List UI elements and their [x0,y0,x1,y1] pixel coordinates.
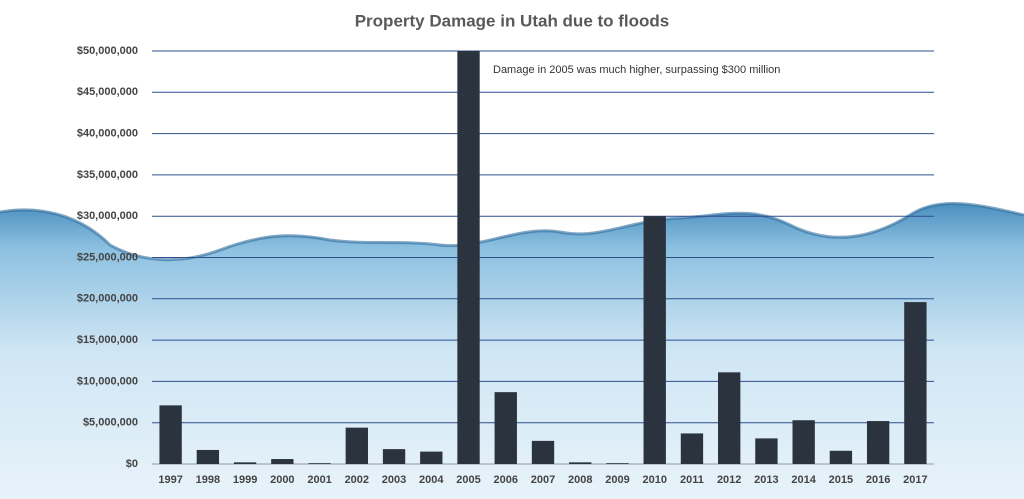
x-tick-label: 2006 [494,474,518,486]
x-tick-label: 1998 [196,474,220,486]
x-tick-label: 2014 [791,474,816,486]
bar [866,421,890,464]
x-tick-label: 2000 [270,474,294,486]
bar [233,462,257,464]
y-tick-label: $50,000,000 [77,45,138,57]
bar [606,463,629,464]
y-tick-label: $40,000,000 [77,128,138,140]
y-tick-label: $10,000,000 [77,375,138,387]
x-tick-label: 2002 [345,474,369,486]
bar [159,405,182,464]
bar [643,216,666,464]
bar [531,440,555,464]
x-tick-label: 2011 [680,474,704,486]
bar [718,372,741,464]
bar [308,463,331,464]
x-tick-label: 1999 [233,474,257,486]
x-tick-label: 2001 [307,474,331,486]
y-tick-label: $30,000,000 [77,210,138,222]
x-tick-label: 2009 [605,474,629,486]
bar [382,449,406,464]
bar [680,433,704,464]
x-tick-label: 2015 [829,474,853,486]
y-tick-label: $45,000,000 [77,86,138,98]
bar [829,450,853,464]
bar [904,302,927,464]
x-tick-label: 2012 [717,474,741,486]
bar [755,438,778,464]
x-tick-label: 2008 [568,474,592,486]
water-background [0,203,1024,499]
y-tick-label: $0 [126,458,138,470]
x-tick-label: 2005 [456,474,480,486]
y-tick-label: $35,000,000 [77,169,138,181]
water-surface [0,201,1024,262]
y-tick-label: $25,000,000 [77,251,138,263]
chart-title: Property Damage in Utah due to floods [355,11,670,30]
bar [420,451,443,464]
bar [457,51,480,464]
bar [494,392,517,464]
annotation: Damage in 2005 was much higher, surpassi… [493,64,780,76]
x-tick-label: 2013 [754,474,778,486]
x-tick-label: 2010 [642,474,666,486]
x-tick-label: 2003 [382,474,406,486]
bar [271,459,294,464]
x-tick-label: 2017 [903,474,927,486]
bar [196,449,220,464]
bar [792,420,815,464]
y-tick-label: $15,000,000 [77,334,138,346]
y-tick-label: $5,000,000 [83,417,138,429]
bar [569,462,592,464]
x-tick-label: 2007 [531,474,555,486]
x-tick-label: 1997 [158,474,182,486]
y-tick-label: $20,000,000 [77,293,138,305]
x-tick-label: 2016 [866,474,890,486]
x-tick-label: 2004 [419,474,444,486]
bar [345,427,368,464]
